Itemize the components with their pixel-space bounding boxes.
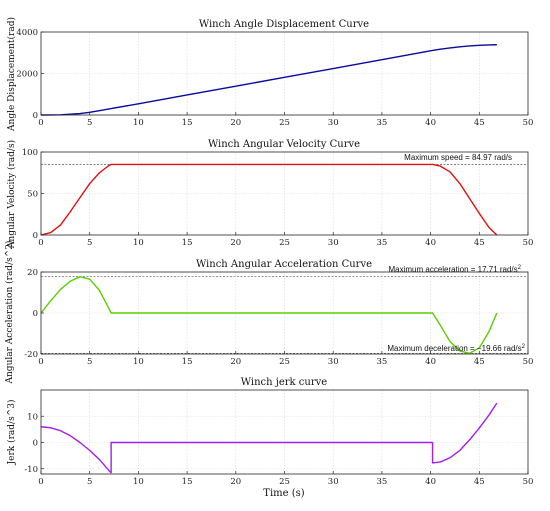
y-tick-label: 100 [22, 148, 38, 158]
x-tick-label: 35 [376, 238, 387, 248]
y-tick-label: 10 [27, 412, 38, 422]
series-line [40, 275, 498, 354]
x-tick-label: 35 [376, 357, 387, 367]
y-axis-label: Angle Displacement(rad) [6, 17, 17, 132]
x-axis-label: Time (s) [263, 488, 304, 499]
y-axis-label: Jerk (rad/s^3) [6, 400, 17, 466]
x-tick-label: 10 [133, 118, 144, 128]
x-tick-label: 10 [133, 477, 144, 487]
x-tick-label: 40 [425, 477, 436, 487]
y-tick-label: -20 [24, 350, 38, 360]
chart-title: Winch Angle Displacement Curve [199, 19, 369, 30]
x-tick-label: 30 [328, 357, 339, 367]
panel-acceleration: Winch Angular Acceleration Curve Angular… [4, 241, 533, 385]
x-tick-label: 10 [133, 357, 144, 367]
x-tick-label: 0 [38, 477, 43, 487]
x-tick-label: 15 [182, 357, 193, 367]
chart-title: Winch Angular Velocity Curve [208, 139, 360, 150]
x-tick-label: 5 [87, 477, 92, 487]
x-tick-label: 30 [328, 477, 339, 487]
chart-title: Winch jerk curve [241, 377, 327, 388]
max-acceleration-annotation: Maximum acceleration = 17.71 rad/s2 [388, 265, 521, 274]
series-line [40, 163, 498, 236]
y-tick-label: 4000 [16, 28, 38, 38]
y-tick-label: 0 [33, 111, 38, 121]
panel-velocity: Winch Angular Velocity Curve Angular Vel… [6, 139, 533, 249]
x-tick-label: 20 [230, 238, 241, 248]
y-tick-label: 20 [27, 268, 38, 278]
x-tick-label: 5 [87, 357, 92, 367]
chart-title: Winch Angular Acceleration Curve [196, 259, 372, 270]
max-deceleration-annotation: Maximum deceleration = −19.66 rad/s2 [387, 344, 525, 353]
x-tick-label: 25 [279, 118, 290, 128]
x-tick-label: 50 [523, 357, 534, 367]
plot-area: 0 5 10 15 20 25 30 35 40 45 50 0 2000 4000 [16, 28, 533, 128]
x-tick-label: 30 [328, 118, 339, 128]
series-line [40, 44, 497, 116]
y-tick-label: 2000 [16, 70, 38, 80]
x-tick-label: 50 [523, 118, 534, 128]
x-tick-label: 5 [87, 118, 92, 128]
x-tick-label: 30 [328, 238, 339, 248]
x-tick-label: 0 [38, 357, 43, 367]
x-tick-label: 25 [279, 238, 290, 248]
x-tick-label: 35 [376, 477, 387, 487]
x-tick-label: 20 [230, 357, 241, 367]
y-axis-label: Angular Acceleration (rad/s^2) [4, 241, 15, 385]
series-line [40, 402, 498, 474]
x-tick-label: 25 [279, 477, 290, 487]
x-tick-label: 50 [523, 477, 534, 487]
x-tick-label: 45 [474, 118, 485, 128]
y-tick-label: 0 [33, 309, 38, 319]
y-tick-label: -10 [24, 465, 38, 475]
x-tick-label: 50 [523, 238, 534, 248]
x-tick-label: 35 [376, 118, 387, 128]
plot-area: 0 5 10 15 20 25 30 35 40 45 50 0 50 100 [22, 148, 534, 248]
panel-displacement: Winch Angle Displacement Curve Angle Dis… [6, 17, 533, 132]
x-tick-label: 45 [474, 477, 485, 487]
x-tick-label: 0 [38, 118, 43, 128]
x-tick-label: 25 [279, 357, 290, 367]
y-tick-label: 0 [33, 439, 38, 449]
x-tick-label: 45 [474, 357, 485, 367]
x-tick-label: 15 [182, 477, 193, 487]
x-tick-label: 15 [182, 238, 193, 248]
max-speed-annotation: Maximum speed = 84.97 rad/s [404, 153, 512, 162]
x-tick-label: 40 [425, 238, 436, 248]
x-tick-label: 10 [133, 238, 144, 248]
x-tick-label: 0 [38, 238, 43, 248]
x-tick-label: 40 [425, 118, 436, 128]
x-tick-label: 45 [474, 238, 485, 248]
y-tick-label: 0 [33, 231, 38, 241]
panel-jerk: Winch jerk curve Jerk (rad/s^3) 0 5 10 15 20… [6, 377, 533, 487]
x-tick-label: 40 [425, 357, 436, 367]
x-tick-label: 15 [182, 118, 193, 128]
x-tick-label: 20 [230, 118, 241, 128]
x-tick-label: 20 [230, 477, 241, 487]
x-tick-label: 5 [87, 238, 92, 248]
y-axis-label: Angular Velocity (rad/s) [6, 140, 17, 249]
y-tick-label: 50 [27, 190, 38, 200]
